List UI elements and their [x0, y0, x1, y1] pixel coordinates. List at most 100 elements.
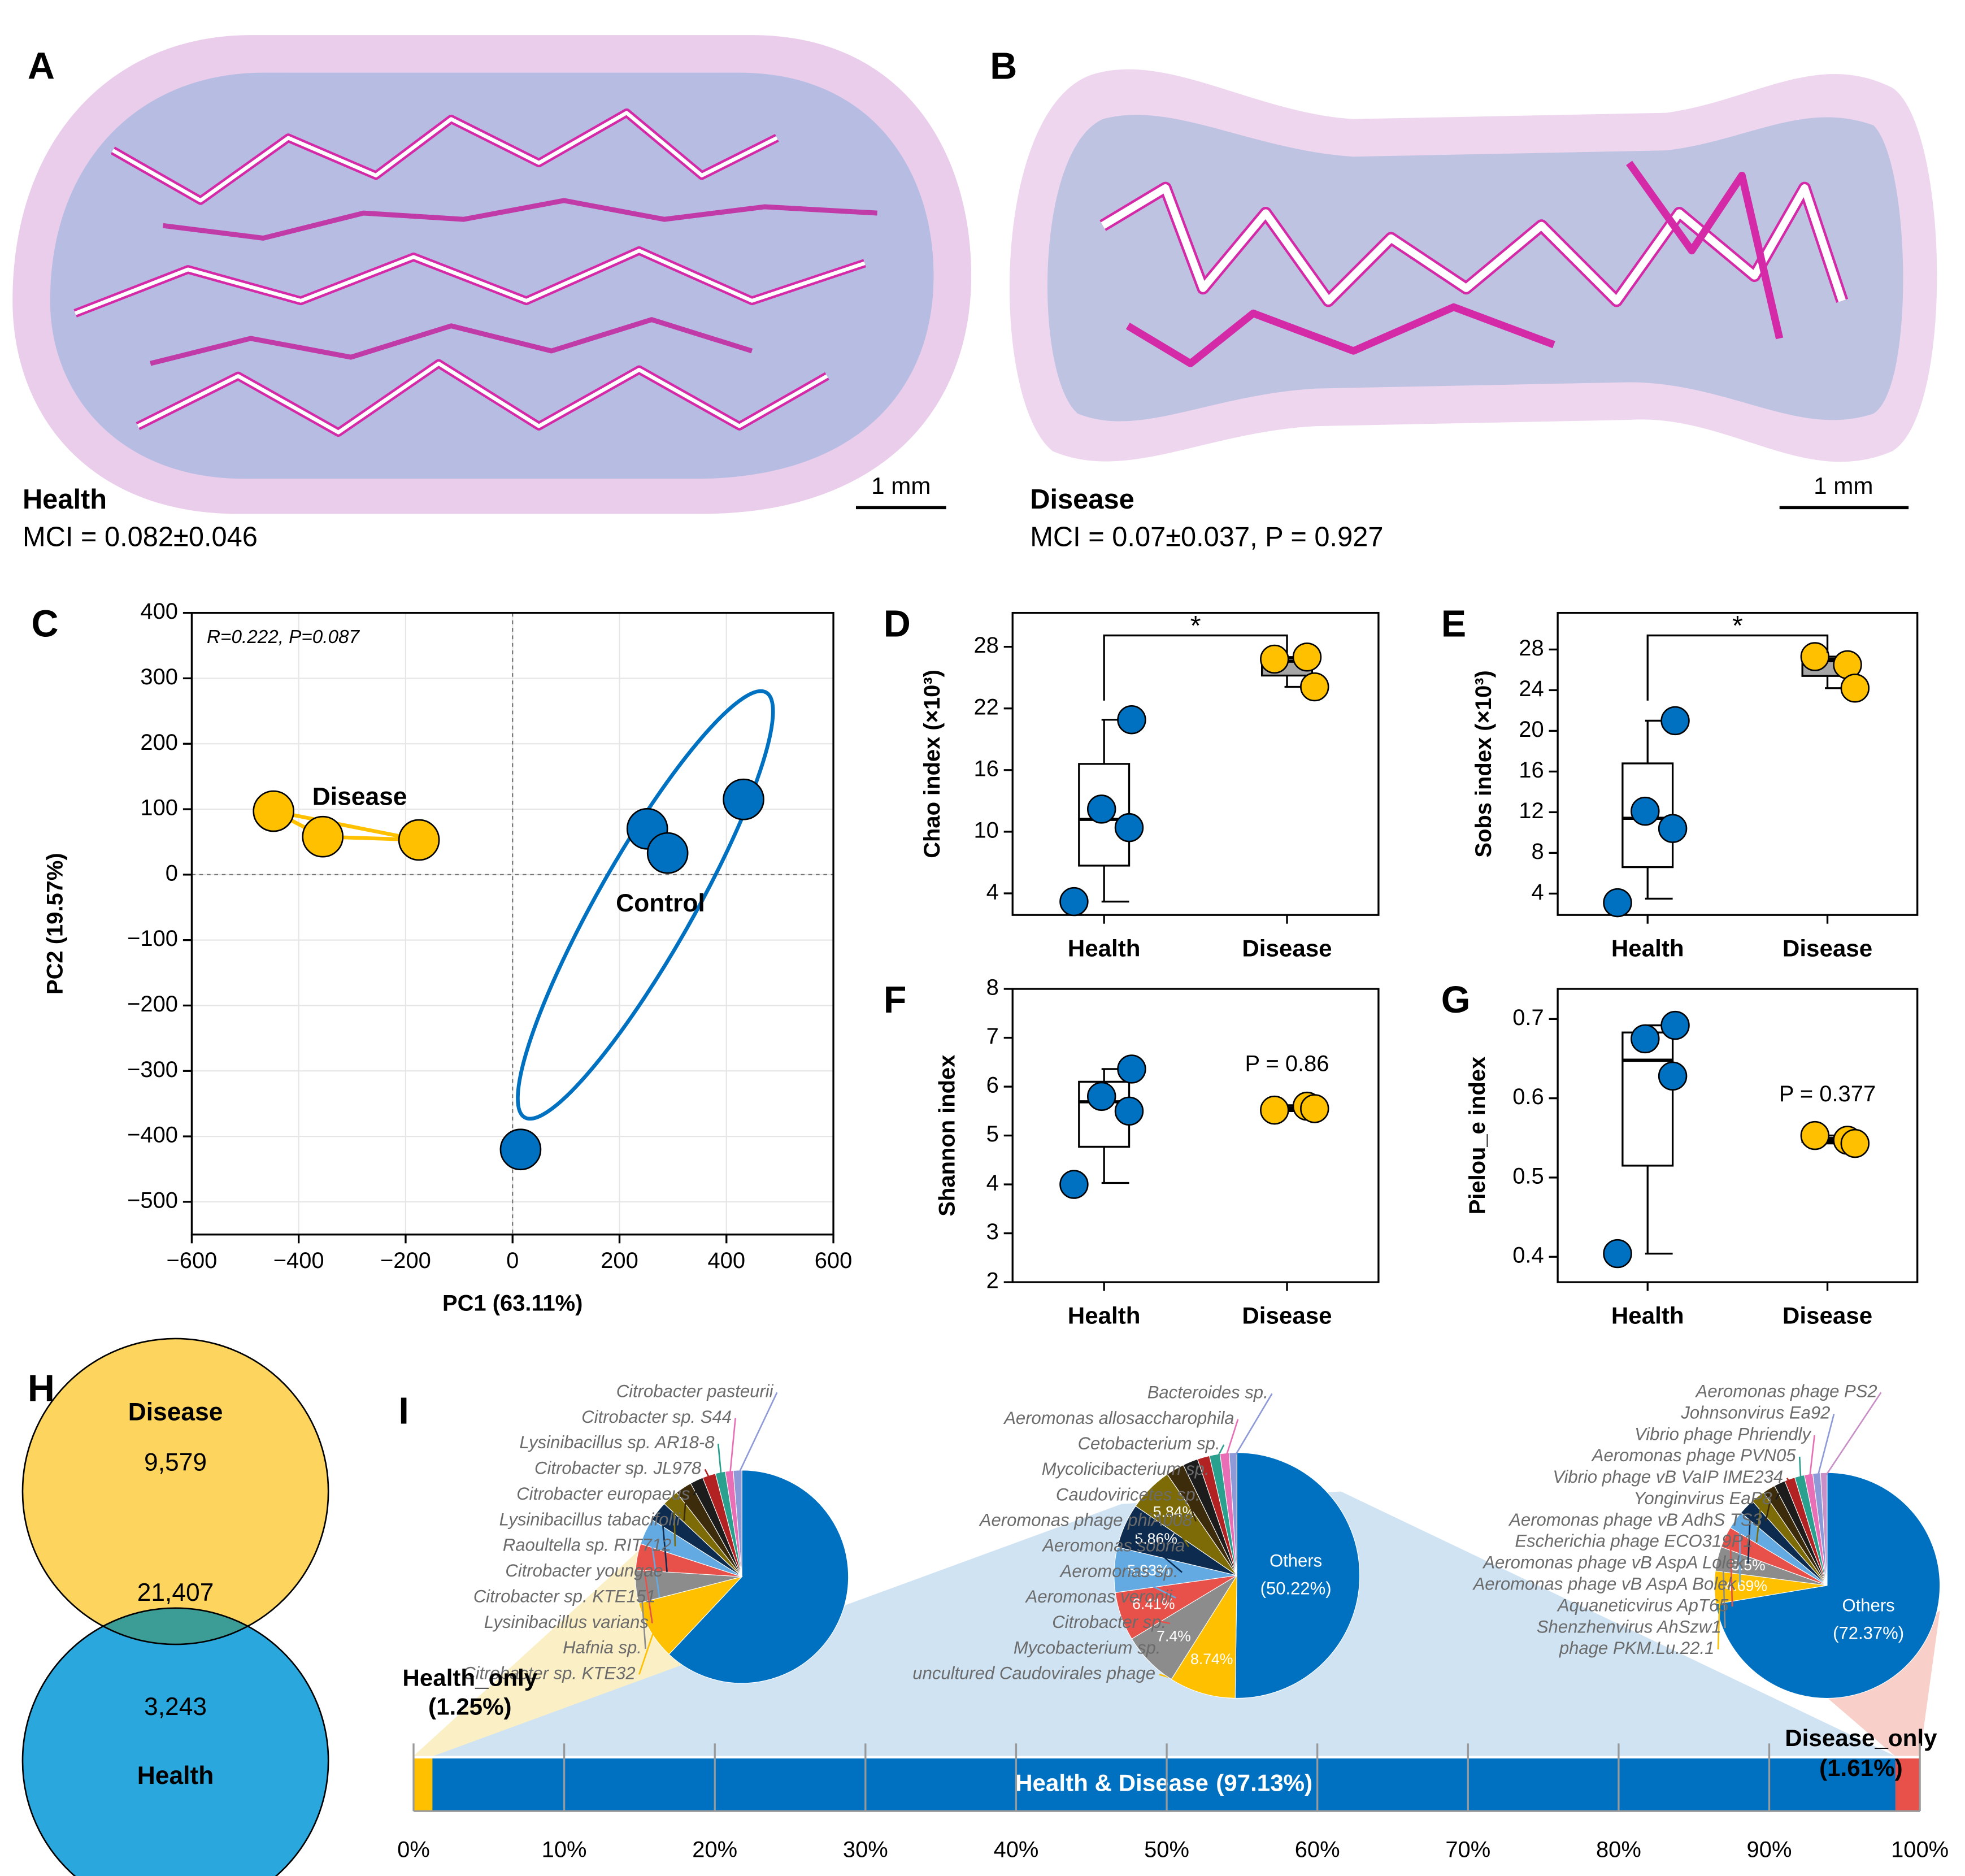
plot-frame [1011, 988, 1380, 1283]
species-label: Mycolicibacterium sp. [1042, 1459, 1210, 1479]
y-tick-label: 7 [986, 1024, 999, 1049]
segment-name: Health & Disease [1015, 1770, 1208, 1796]
lumen [1099, 160, 1849, 367]
species-label: Citrobacter sp. JL978 [534, 1458, 702, 1478]
leader [1729, 1539, 1733, 1607]
y-tick-label: 22 [973, 694, 998, 719]
plot-frame [1557, 611, 1919, 916]
y-tick-label: 200 [140, 730, 178, 755]
significance-bracket [1103, 634, 1288, 701]
point [1114, 813, 1144, 843]
point [1300, 672, 1329, 702]
slice-value: 8.74% [1190, 1651, 1233, 1667]
species-label: Citrobacter sp. KTE151 [473, 1586, 656, 1606]
x-tick-label: 10% [542, 1838, 587, 1862]
leader [649, 1533, 660, 1598]
point [1117, 1054, 1146, 1084]
leader [693, 1484, 700, 1496]
y-tick-label: 4 [986, 880, 999, 905]
species-label: Mycobacterium sp. [1014, 1638, 1161, 1657]
x-tick-label: Health [1611, 1302, 1684, 1328]
y-tick-label: −500 [127, 1188, 178, 1213]
species-label: Aeromonas phage PS2 [1695, 1381, 1877, 1401]
caption: MCI = 0.082±0.046 [23, 522, 258, 553]
x-tick-label: 400 [707, 1248, 745, 1273]
point [302, 815, 344, 858]
segment-label: Health & Disease (97.13%) [1015, 1770, 1312, 1796]
species-label: Citrobacter youngae [505, 1561, 663, 1580]
y-tick-label: 300 [140, 665, 178, 689]
x-tick-label: 70% [1445, 1838, 1490, 1862]
species-label: Citrobacter sp. S44 [581, 1407, 732, 1427]
x-tick-label: 0% [397, 1838, 430, 1862]
y-tick-label: 4 [986, 1171, 999, 1196]
leader [1232, 1393, 1273, 1460]
tissue-mucosa [1047, 115, 1903, 422]
leader [717, 1443, 723, 1478]
x-tick-label: Health [1611, 935, 1684, 961]
species-label: Vibrio phage Phriendly [1634, 1424, 1812, 1444]
slice-value: 6.41% [1132, 1596, 1175, 1613]
x-tick-label: Disease [1242, 1302, 1332, 1328]
annotation: P = 0.86 [1245, 1052, 1329, 1076]
leader [638, 1628, 656, 1675]
leader [1215, 1444, 1225, 1461]
point [646, 832, 689, 874]
y-tick-label: 2 [986, 1269, 999, 1293]
leader [661, 1514, 668, 1572]
plot-frame [190, 611, 834, 1236]
x-axis-label: PC1 (63.11%) [442, 1291, 582, 1316]
leader [1205, 1462, 1214, 1471]
group-label: Disease [1030, 484, 1134, 515]
segment-label: Health_only [402, 1664, 537, 1691]
leader [1775, 1488, 1783, 1500]
leader [683, 1492, 688, 1521]
point [1603, 1239, 1632, 1269]
set-label: Disease [128, 1399, 223, 1426]
leader [1192, 1467, 1205, 1496]
point [1086, 1082, 1116, 1111]
y-tick-label: −200 [127, 992, 178, 1017]
slice-value: (50.22%) [1260, 1578, 1332, 1598]
leader [1798, 1456, 1802, 1482]
panel-letter: C [31, 603, 58, 645]
species-label: Aeromonas phage vB AspA Lolek [1482, 1553, 1745, 1573]
slice [668, 1470, 849, 1684]
species-label: Aeromonas sobria [1041, 1536, 1185, 1556]
scale-label: 1 mm [1814, 472, 1873, 499]
y-tick-label: 0 [166, 861, 178, 885]
species-label: Aeromonas veronii [1025, 1587, 1173, 1606]
species-label: Citrobacter sp. [1052, 1612, 1166, 1632]
point [1059, 887, 1089, 917]
species-label: Citrobacter europaeus [516, 1484, 690, 1504]
x-tick-label: Disease [1783, 935, 1872, 961]
y-tick-label: 28 [1519, 636, 1544, 661]
leader [1120, 1569, 1176, 1599]
slice-value: 5.84% [1153, 1504, 1195, 1521]
species-label: Caudoviricetes sp. [1056, 1484, 1200, 1504]
point [1260, 1095, 1289, 1125]
x-tick-label: Disease [1242, 935, 1332, 961]
species-label: phage PKM.Lu.22.1 [1559, 1638, 1714, 1658]
point [1840, 1128, 1870, 1158]
y-tick-label: 10 [973, 818, 998, 843]
point [398, 819, 440, 861]
x-tick-label: −200 [380, 1248, 431, 1273]
x-tick-label: 100% [1891, 1838, 1949, 1862]
point [1800, 1121, 1830, 1150]
x-tick-label: 50% [1144, 1838, 1189, 1862]
set-circle [23, 1608, 329, 1876]
point [253, 790, 295, 832]
slice-value: 5.93% [1127, 1562, 1170, 1579]
point [1300, 1094, 1329, 1123]
significance: * [1732, 611, 1743, 641]
species-label: Hafnia sp. [563, 1638, 642, 1657]
leader [1127, 1613, 1171, 1625]
region-count: 9,579 [144, 1448, 207, 1476]
y-tick-label: 4 [1531, 880, 1544, 905]
leader [641, 1557, 653, 1623]
significance: * [1190, 611, 1201, 641]
point [1260, 644, 1289, 674]
slice-label: Others [1842, 1596, 1895, 1616]
y-tick-label: 400 [140, 599, 178, 624]
